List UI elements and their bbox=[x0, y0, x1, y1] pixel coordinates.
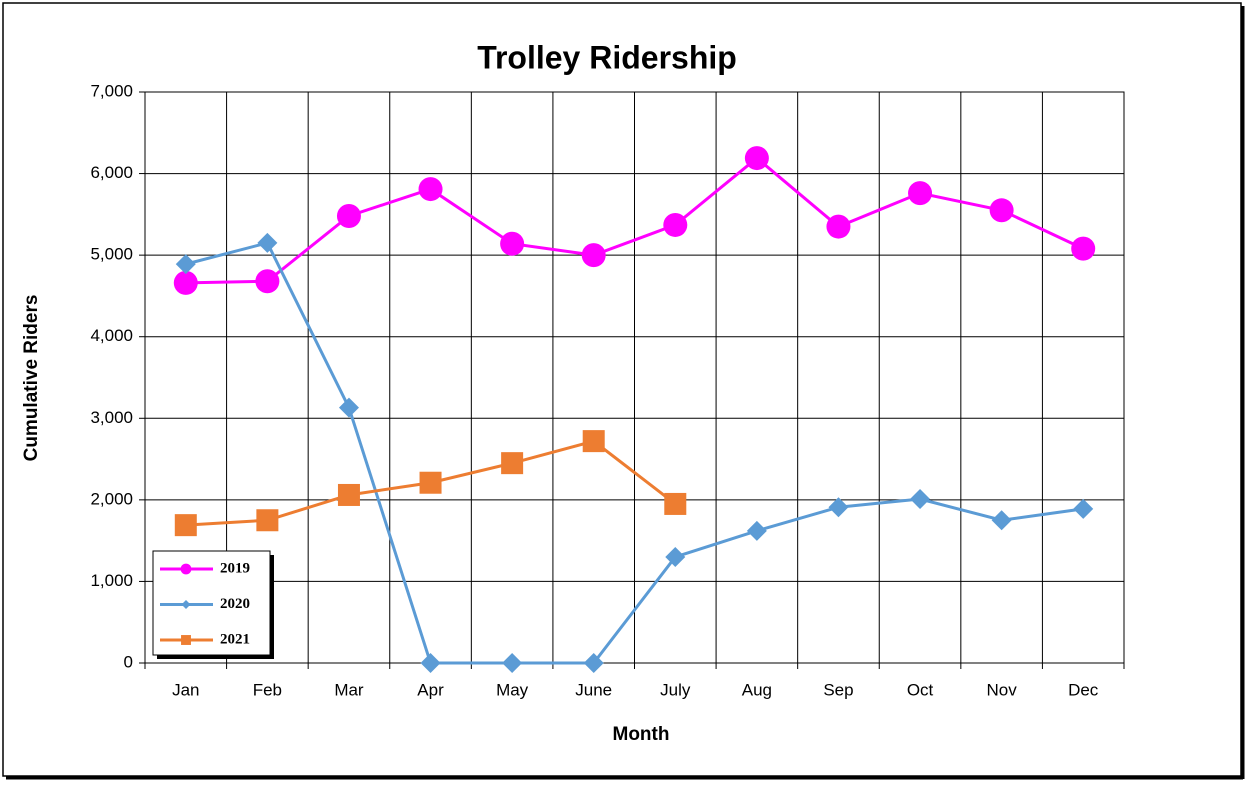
marker bbox=[1073, 498, 1094, 519]
marker bbox=[989, 198, 1014, 223]
marker bbox=[420, 653, 441, 673]
marker bbox=[826, 214, 851, 239]
marker bbox=[746, 520, 767, 541]
x-tick-label: Aug bbox=[742, 680, 772, 699]
marker bbox=[1071, 236, 1096, 261]
marker bbox=[173, 270, 198, 295]
y-tick-label: 5,000 bbox=[90, 245, 133, 264]
marker bbox=[336, 203, 361, 228]
x-tick-label: Mar bbox=[334, 680, 364, 699]
marker bbox=[418, 177, 443, 202]
marker bbox=[828, 497, 849, 518]
marker bbox=[180, 563, 192, 575]
legend-label: 2019 bbox=[220, 560, 250, 576]
marker bbox=[908, 181, 933, 206]
x-tick-label: Apr bbox=[417, 680, 444, 699]
series-line bbox=[185, 156, 1084, 285]
x-tick-label: Dec bbox=[1068, 680, 1099, 699]
x-tick-label: July bbox=[660, 680, 691, 699]
marker bbox=[257, 232, 278, 253]
marker bbox=[502, 653, 523, 673]
x-tick-label: June bbox=[575, 680, 612, 699]
marker bbox=[255, 269, 280, 294]
marker bbox=[501, 452, 524, 475]
marker bbox=[256, 509, 279, 532]
marker bbox=[665, 546, 686, 567]
marker bbox=[583, 653, 604, 673]
x-tick-label: Nov bbox=[987, 680, 1018, 699]
marker bbox=[181, 635, 191, 645]
y-tick-label: 7,000 bbox=[90, 81, 133, 100]
legend-label: 2020 bbox=[220, 596, 250, 612]
x-axis-label: Month bbox=[613, 724, 670, 745]
plot-border bbox=[144, 91, 1125, 664]
marker bbox=[582, 430, 605, 453]
y-tick-label: 0 bbox=[124, 652, 133, 671]
x-tick-label: Jan bbox=[172, 680, 199, 699]
series-line bbox=[185, 241, 1084, 665]
marker bbox=[664, 492, 687, 515]
marker bbox=[581, 243, 606, 268]
x-tick-label: Oct bbox=[907, 680, 934, 699]
marker bbox=[419, 471, 442, 494]
y-axis-label: Cumulative Riders bbox=[21, 295, 42, 462]
plot bbox=[173, 146, 1096, 673]
x-tick-label: Sep bbox=[823, 680, 853, 699]
grid: 0 1,000 2,000 3,000 4,000 5,000 6,000 7,000 Jan F… bbox=[90, 81, 1125, 699]
marker bbox=[337, 483, 360, 506]
y-tick-label: 2,000 bbox=[90, 489, 133, 508]
marker bbox=[181, 600, 191, 609]
marker bbox=[991, 510, 1012, 531]
x-tick-label: May bbox=[496, 680, 529, 699]
y-tick-label: 1,000 bbox=[90, 571, 133, 590]
y-tick-label: 6,000 bbox=[90, 163, 133, 182]
marker bbox=[744, 146, 769, 171]
chart-title: Trolley Ridership bbox=[477, 39, 737, 75]
marker bbox=[910, 489, 931, 510]
legend: 2019 2020 2021 bbox=[152, 550, 274, 659]
marker bbox=[175, 254, 196, 275]
marker bbox=[338, 397, 359, 418]
y-tick-label: 3,000 bbox=[90, 408, 133, 427]
marker bbox=[174, 514, 197, 537]
y-tick-label: 4,000 bbox=[90, 326, 133, 345]
marker bbox=[663, 212, 688, 237]
legend-label: 2021 bbox=[220, 631, 250, 647]
marker bbox=[500, 231, 525, 256]
x-tick-label: Feb bbox=[253, 680, 282, 699]
